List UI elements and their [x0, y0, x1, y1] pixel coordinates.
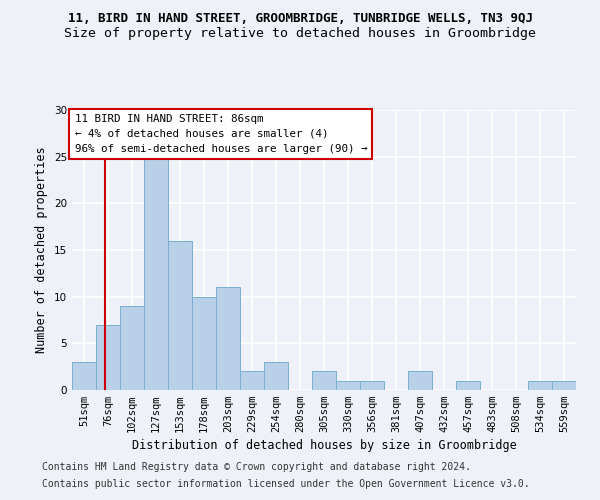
Bar	[360, 380, 384, 390]
Bar	[240, 372, 264, 390]
Bar	[408, 372, 432, 390]
Bar	[312, 372, 336, 390]
Text: 11, BIRD IN HAND STREET, GROOMBRIDGE, TUNBRIDGE WELLS, TN3 9QJ: 11, BIRD IN HAND STREET, GROOMBRIDGE, TU…	[67, 12, 533, 26]
Bar	[264, 362, 288, 390]
Bar	[336, 380, 360, 390]
Text: Size of property relative to detached houses in Groombridge: Size of property relative to detached ho…	[64, 28, 536, 40]
Bar	[528, 380, 552, 390]
Bar	[456, 380, 480, 390]
Bar	[120, 306, 144, 390]
Bar	[168, 240, 192, 390]
Text: Contains HM Land Registry data © Crown copyright and database right 2024.: Contains HM Land Registry data © Crown c…	[42, 462, 471, 472]
Bar	[72, 362, 96, 390]
Text: Contains public sector information licensed under the Open Government Licence v3: Contains public sector information licen…	[42, 479, 530, 489]
Bar	[96, 324, 120, 390]
X-axis label: Distribution of detached houses by size in Groombridge: Distribution of detached houses by size …	[131, 440, 517, 452]
Bar	[192, 296, 216, 390]
Y-axis label: Number of detached properties: Number of detached properties	[35, 146, 49, 354]
Text: 11 BIRD IN HAND STREET: 86sqm
← 4% of detached houses are smaller (4)
96% of sem: 11 BIRD IN HAND STREET: 86sqm ← 4% of de…	[74, 114, 367, 154]
Bar	[552, 380, 576, 390]
Bar	[216, 288, 240, 390]
Bar	[144, 156, 168, 390]
